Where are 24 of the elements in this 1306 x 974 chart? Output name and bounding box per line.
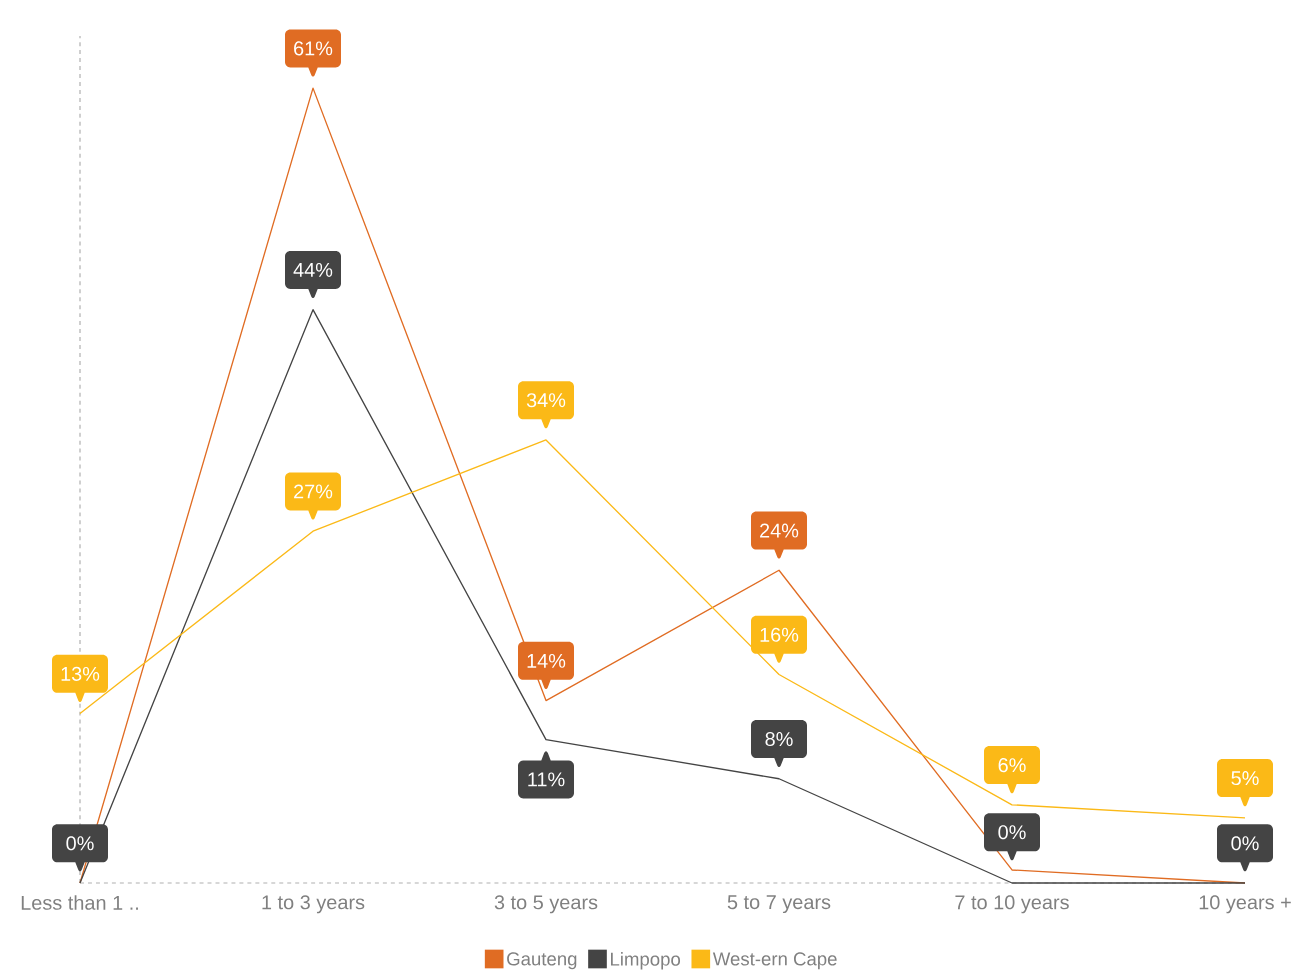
legend-label: Limpopo [611,952,681,970]
data-label: 24% [760,523,799,538]
legend-label: West-ern Cape [712,952,837,970]
data-label: 14% [527,653,566,668]
x-tick-label: 1 to 3 years [262,895,365,914]
data-label: 5% [1231,771,1259,786]
data-label: 61% [294,41,333,56]
data-label: 13% [61,666,100,681]
data-label: 34% [526,393,566,408]
x-tick-label: Less than 1 .. [21,895,138,910]
data-label: 0% [1231,836,1259,851]
data-label: 16% [760,627,799,642]
data-label: 11% [528,772,565,787]
x-tick-label: 5 to 7 years [727,895,831,914]
x-tick-label: 7 to 10 years [955,895,1069,914]
x-tick-label: 3 to 5 years [494,895,598,914]
x-tick-label: 10 years + [1199,895,1291,914]
data-label: 6% [998,758,1026,773]
data-label: 8% [765,732,793,747]
data-label: 0% [66,836,94,851]
data-label: 27% [294,484,333,499]
legend-label: Gauteng [507,952,577,970]
data-label: 0% [998,825,1026,840]
data-label: 44% [293,263,333,277]
